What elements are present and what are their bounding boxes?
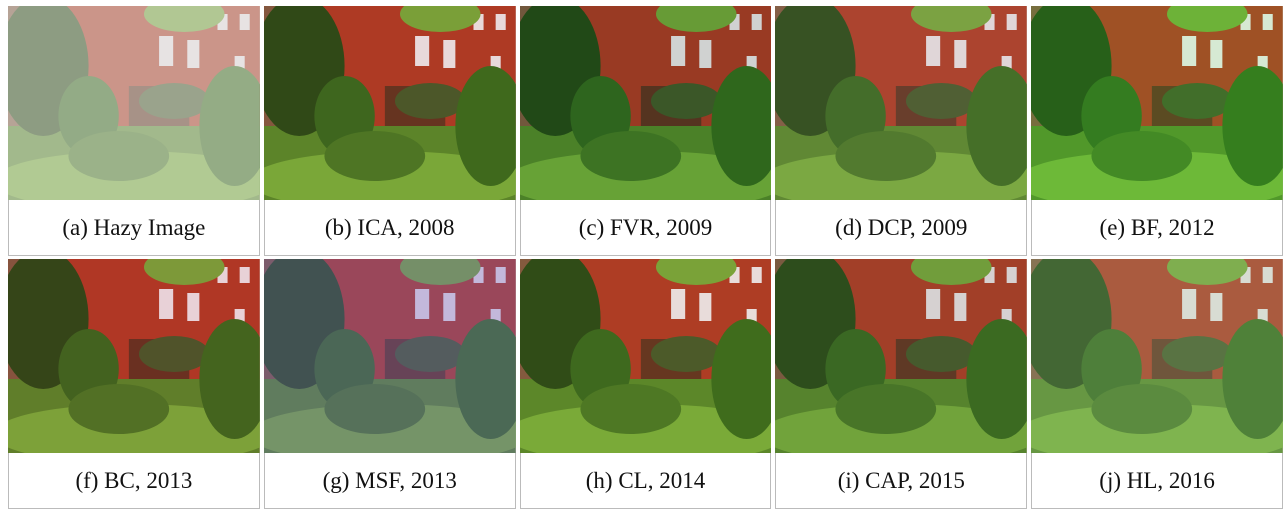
caption: (e) BF, 2012 (1031, 200, 1283, 256)
caption: (g) MSF, 2013 (263, 453, 516, 509)
photo (8, 6, 260, 200)
panel: (i) CAP, 2015 (775, 259, 1028, 511)
caption: (i) CAP, 2015 (775, 453, 1028, 509)
panel: (b) ICA, 2008 (263, 6, 516, 258)
tint (775, 259, 1028, 453)
caption: (d) DCP, 2009 (775, 200, 1028, 256)
photo (263, 6, 516, 200)
panel: (j) HL, 2016 (1031, 259, 1283, 511)
tint (775, 6, 1028, 200)
photo (1031, 6, 1283, 200)
panel: (a) Hazy Image (8, 6, 260, 258)
photo (519, 259, 772, 453)
photo (775, 259, 1028, 453)
tint (1031, 259, 1283, 453)
tint (263, 6, 516, 200)
caption: (c) FVR, 2009 (519, 200, 772, 256)
tint (1031, 6, 1283, 200)
tint (8, 259, 260, 453)
panel: (h) CL, 2014 (519, 259, 772, 511)
panel: (c) FVR, 2009 (519, 6, 772, 258)
tint (519, 6, 772, 200)
photo (263, 259, 516, 453)
tint (263, 259, 516, 453)
panel: (e) BF, 2012 (1031, 6, 1283, 258)
caption: (b) ICA, 2008 (263, 200, 516, 256)
photo (8, 259, 260, 453)
caption: (f) BC, 2013 (8, 453, 260, 509)
panel: (d) DCP, 2009 (775, 6, 1028, 258)
tint (519, 259, 772, 453)
tint (8, 6, 260, 200)
photo (775, 6, 1028, 200)
panel: (f) BC, 2013 (8, 259, 260, 511)
caption: (j) HL, 2016 (1031, 453, 1283, 509)
photo (1031, 259, 1283, 453)
caption: (h) CL, 2014 (519, 453, 772, 509)
caption: (a) Hazy Image (8, 200, 260, 256)
photo (519, 6, 772, 200)
panel: (g) MSF, 2013 (263, 259, 516, 511)
